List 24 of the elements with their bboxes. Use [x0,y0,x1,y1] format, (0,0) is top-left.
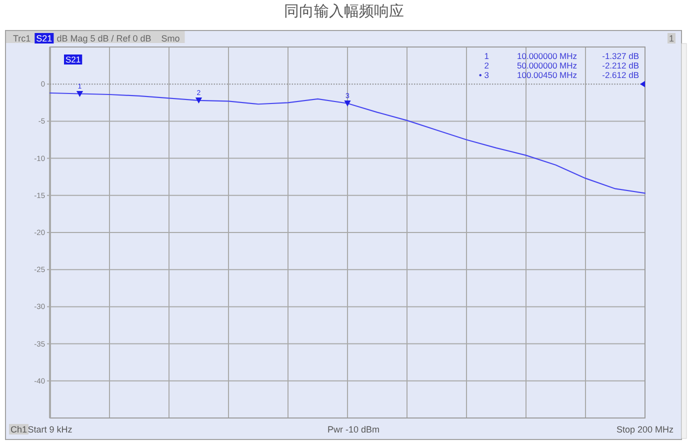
point [344,100,351,106]
x-tick-label: Start 9 kHz [28,424,73,434]
annotation: 2 [484,60,490,71]
annotation: 1 [484,51,490,61]
text: 1 [668,34,674,44]
annotation: 100.00450 MHz [517,70,578,80]
text: S21 [36,34,52,44]
annotation: 50.000000 MHz [517,60,578,71]
text: dB Mag 5 dB / Ref 0 dB [56,34,152,44]
annotation: -2.612 dB [602,70,640,80]
annotation: -2.212 dB [602,60,640,71]
annotation: -1.327 dB [602,51,640,61]
annotation: S21 [66,54,81,64]
text: Trc1 [13,34,31,44]
annotation: 10.000000 MHz [517,51,578,61]
chart-title: 同向输入幅频响应 [284,3,404,20]
line-series [49,92,646,194]
text: Pwr -10 dBm [327,424,380,434]
text: Smo [161,34,180,44]
x-tick-label: Stop 200 MHz [616,424,674,434]
point [195,98,202,104]
annotation: • 3 [478,70,490,80]
text: Ch1 [10,424,28,434]
point [76,90,84,97]
